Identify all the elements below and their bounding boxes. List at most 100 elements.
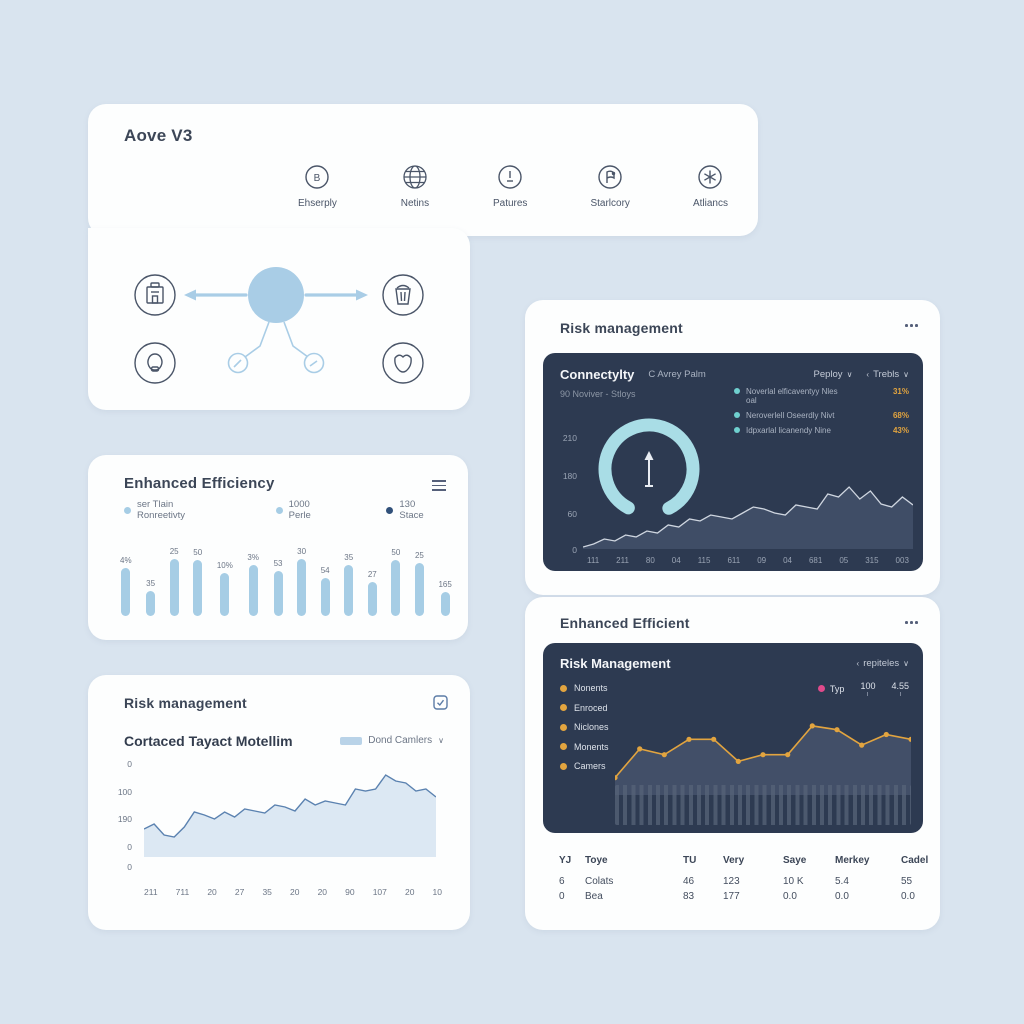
x-tick: 05 bbox=[839, 556, 849, 565]
feature-label: Netins bbox=[400, 198, 430, 209]
x-tick: 711 bbox=[175, 887, 190, 897]
x-tick: 10 bbox=[432, 887, 442, 897]
platform-card: Aove V3 B Ehserply Netins Patures Starlc… bbox=[88, 104, 758, 236]
table-cell: 55 bbox=[901, 876, 913, 887]
y-tick: 180 bbox=[562, 471, 577, 481]
series-swatch bbox=[340, 736, 363, 745]
hamburger-icon[interactable] bbox=[432, 477, 446, 494]
y-tick: 60 bbox=[567, 509, 577, 519]
connectivity-panel-subtitle: C Avrey Palm bbox=[648, 369, 706, 380]
risk-panel-title: Risk Management bbox=[560, 656, 671, 671]
feature-label: Patures bbox=[492, 198, 528, 209]
bar-10: 35 bbox=[344, 527, 354, 616]
y-tick: 190 bbox=[117, 814, 132, 824]
feature-item-patures[interactable]: Patures bbox=[493, 162, 527, 209]
bar-3: 25 bbox=[169, 527, 179, 616]
risk-legend-item: Monents bbox=[560, 742, 609, 752]
table-cell: 6 bbox=[559, 876, 565, 887]
bar-6: 3% bbox=[247, 527, 259, 616]
risk-panel-legend: Nonents Enroced Niclones Monents Camers bbox=[560, 683, 609, 771]
table-header: Very bbox=[723, 855, 745, 866]
y-tick: 100 bbox=[117, 787, 132, 797]
x-tick: 611 bbox=[727, 556, 741, 565]
bar-5: 10% bbox=[217, 527, 233, 616]
ellipsis-icon[interactable] bbox=[905, 621, 918, 624]
table-header: TU bbox=[683, 855, 697, 866]
risk-left-subtitle: Cortaced Tayact Motellim bbox=[124, 733, 293, 749]
connectivity-legend-item: Idpxarlal licanendy Nine 43% bbox=[734, 426, 909, 435]
feature-item-starlcory[interactable]: Starlcory bbox=[590, 162, 630, 209]
platform-title: Aove V3 bbox=[124, 126, 193, 145]
repiteles-dropdown[interactable]: ‹ repiteles ∨ bbox=[857, 658, 909, 669]
bar-1: 4% bbox=[120, 527, 132, 616]
x-tick: 315 bbox=[865, 556, 879, 565]
bar-13: 25 bbox=[414, 527, 424, 616]
y-tick: 0 bbox=[127, 759, 132, 769]
efficiency-legend: ser Tlain Ronreetivty 1000 Perle 130 Stace bbox=[124, 499, 442, 521]
x-tick: 04 bbox=[783, 556, 792, 565]
bar-9: 54 bbox=[320, 527, 330, 616]
legend-dot-icon bbox=[734, 427, 740, 433]
pink-dot-icon bbox=[817, 685, 825, 692]
risk-panel-header: Risk Management ‹ repiteles ∨ bbox=[560, 656, 909, 671]
table-header: Saye bbox=[783, 855, 807, 866]
connectivity-legend-item: Noverlal elficaventyy Nles oal 31% bbox=[734, 387, 909, 405]
legend-dot-icon bbox=[560, 723, 567, 731]
connectivity-gauge bbox=[595, 415, 703, 523]
legend-dot-icon bbox=[124, 506, 131, 514]
feature-item-atliancs[interactable]: Atliancs bbox=[693, 162, 728, 209]
peploy-dropdown[interactable]: Peploy ∨ bbox=[814, 369, 853, 380]
x-tick: 20 bbox=[404, 887, 415, 897]
bar-8: 30 bbox=[297, 527, 307, 616]
bar-11: 27 bbox=[367, 527, 377, 616]
x-tick: 111 bbox=[587, 556, 600, 565]
chevron-left-icon: ‹ bbox=[856, 659, 860, 668]
risk-legend-item: Nonents bbox=[560, 683, 609, 693]
risk-legend-item: Niclones bbox=[560, 722, 609, 732]
flag-icon bbox=[595, 162, 625, 192]
globe-icon bbox=[400, 162, 430, 192]
x-tick: 211 bbox=[616, 556, 629, 565]
x-tick: 20 bbox=[317, 887, 328, 897]
risk-left-card: Risk management Cortaced Tayact Motellim… bbox=[88, 675, 470, 930]
series-dropdown[interactable]: Dond Camlers ∨ bbox=[340, 735, 444, 746]
checkbox-icon[interactable] bbox=[433, 695, 448, 710]
risk-management-panel: Risk Management ‹ repiteles ∨ Nonents Enr… bbox=[543, 643, 923, 833]
x-tick: 20 bbox=[290, 887, 300, 897]
date-range-label: 90 Noviver - Stloys bbox=[560, 389, 636, 399]
typ-value-2: 4.55 bbox=[891, 681, 909, 691]
table-cell: 0.0 bbox=[783, 891, 797, 902]
bar-14: 165 bbox=[438, 527, 452, 616]
feature-item-netins[interactable]: Netins bbox=[400, 162, 430, 209]
table-row: 6 Colats 46 123 10 K 5.4 55 bbox=[559, 876, 914, 887]
risk-table: YJ Toye TU Very Saye Merkey Cadel 6 Colats 46 123 1… bbox=[559, 855, 928, 906]
x-tick: 681 bbox=[808, 556, 823, 565]
svg-text:B: B bbox=[314, 173, 321, 184]
connectivity-area-chart bbox=[583, 449, 913, 549]
typ-value-1: 100 bbox=[860, 681, 876, 691]
table-cell: 5.4 bbox=[835, 876, 849, 887]
legend-dot-icon bbox=[560, 684, 567, 692]
x-tick: 107 bbox=[372, 887, 387, 897]
table-cell: 0.0 bbox=[835, 891, 849, 902]
chevron-down-icon: ∨ bbox=[903, 659, 909, 668]
legend-item: 130 Stace bbox=[386, 499, 442, 521]
connectivity-x-axis: 111 211 80 04 115 611 09 04 681 05 315 003 bbox=[587, 556, 909, 565]
trebls-dropdown[interactable]: ‹ Trebls ∨ bbox=[866, 369, 909, 380]
feature-item-ehserply[interactable]: B Ehserply bbox=[298, 162, 337, 209]
ellipsis-icon[interactable] bbox=[905, 324, 918, 327]
legend-item: 1000 Perle bbox=[275, 499, 335, 521]
table-header-row: YJ Toye TU Very Saye Merkey Cadel bbox=[559, 855, 928, 866]
efficiency-title: Enhanced Efficiency bbox=[124, 475, 275, 492]
feature-row: B Ehserply Netins Patures Starlcory Atli… bbox=[298, 162, 728, 209]
trash-icon bbox=[382, 274, 424, 316]
central-node bbox=[248, 267, 304, 323]
table-cell: 177 bbox=[723, 891, 740, 902]
y-tick: 210 bbox=[562, 433, 577, 443]
risk-right-card-title: Enhanced Efficient bbox=[560, 615, 690, 631]
chevron-left-icon: ‹ bbox=[866, 370, 870, 379]
table-cell: 83 bbox=[683, 891, 695, 902]
peploy-dropdown-label: Peploy bbox=[813, 369, 843, 380]
table-cell: 123 bbox=[723, 876, 740, 887]
